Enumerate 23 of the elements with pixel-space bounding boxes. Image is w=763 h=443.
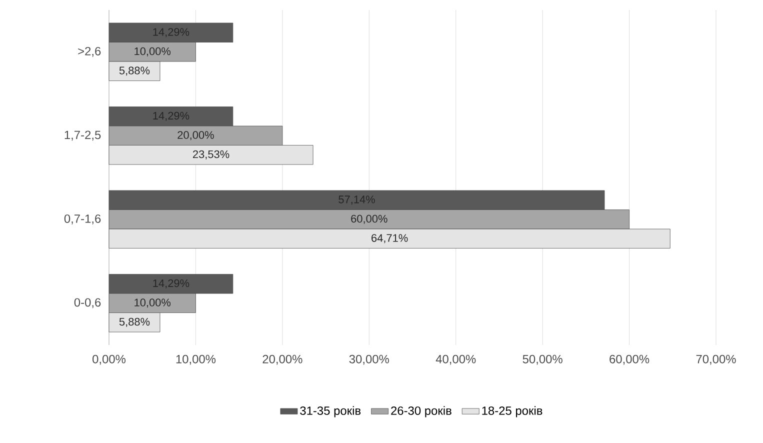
data-label: 20,00% (178, 131, 214, 140)
x-tick-label: 50,00% (522, 354, 562, 365)
y-tick-label: >2,6 (78, 46, 101, 57)
x-tick-label: 30,00% (349, 354, 389, 365)
data-label: 10,00% (134, 298, 171, 308)
x-tick-label: 70,00% (696, 354, 736, 365)
y-tick-label: 0,7-1,6 (64, 214, 101, 224)
y-tick-label: 1,7-2,5 (64, 130, 101, 141)
x-tick-label: 0,00% (92, 354, 126, 365)
data-label: 5,88% (119, 66, 150, 76)
data-label: 5,88% (119, 318, 150, 327)
data-label: 60,00% (351, 214, 388, 224)
data-label: 64,71% (372, 234, 408, 244)
legend-label: 26-30 років (391, 406, 452, 418)
x-tick-label: 10,00% (176, 354, 216, 365)
legend-label: 31-35 років (300, 406, 361, 418)
x-tick-label: 40,00% (436, 354, 476, 365)
y-tick-label: 0-0,6 (74, 298, 101, 308)
data-label: 23,53% (192, 150, 230, 160)
x-tick-label: 20,00% (262, 354, 302, 365)
data-label: 10,00% (134, 47, 171, 56)
legend-label: 18-25 років (482, 406, 542, 418)
x-tick-label: 60,00% (610, 354, 650, 365)
